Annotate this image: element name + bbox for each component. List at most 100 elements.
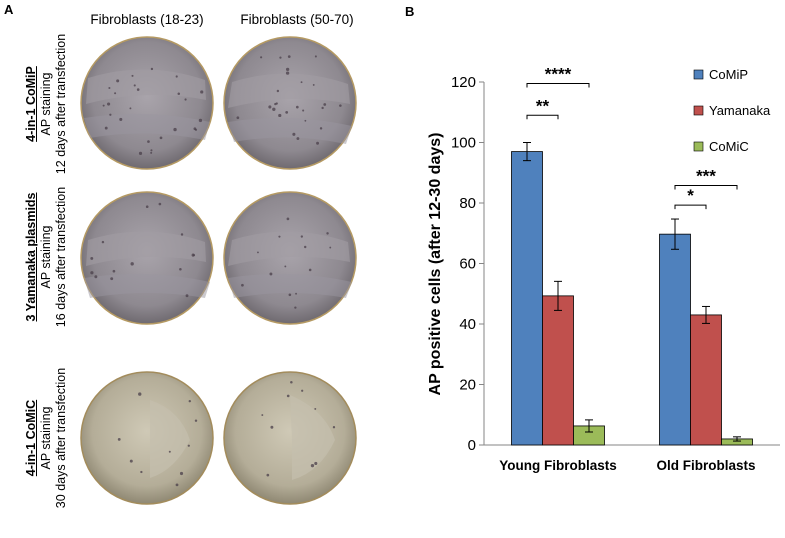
dish-yamanaka-old [223,191,357,325]
significance-label: ** [536,96,550,115]
colony-speckle [339,104,342,107]
colony-speckle [184,98,187,101]
colony-speckle [286,394,290,398]
colony-speckle [150,151,153,154]
colony-speckle [185,294,189,298]
colony-speckle [257,251,259,254]
colony-speckle [129,107,132,110]
colony-speckle [90,271,94,275]
y-axis-label: AP positive cells (after 12-30 days) [427,133,444,396]
colony-speckle [300,81,303,84]
colony-speckle [314,55,317,58]
column-header-old: Fibroblasts (50-70) [240,12,354,27]
legend-swatch [693,105,704,116]
colony-speckle [114,92,117,95]
colony-speckle [187,444,190,447]
x-category-label: Old Fibroblasts [656,458,755,473]
colony-speckle [292,132,296,136]
colony-speckle [285,71,290,75]
colony-speckle [304,119,307,122]
colony-speckle [175,483,179,487]
colony-speckle [200,90,204,94]
colony-speckle [150,149,153,152]
colony-speckle [159,136,163,140]
colony-speckle [173,127,177,132]
legend-label: Yamanaka [709,103,771,118]
panel-a-letter: A [4,2,14,17]
colony-speckle [241,283,244,287]
y-tick-label: 80 [459,195,476,212]
colony-speckle [326,232,329,235]
legend-label: CoMiC [709,139,749,154]
colony-speckle [117,437,121,441]
legend-swatch [693,141,704,152]
colony-speckle [266,473,270,477]
colony-speckle [119,117,123,121]
colony-speckle [236,116,240,120]
colony-speckle [147,140,150,143]
y-tick-label: 0 [468,437,476,454]
bar-yamanaka [690,314,722,446]
colony-speckle [198,118,203,123]
colony-speckle [272,107,276,111]
colony-speckle [295,292,297,295]
colony-speckle [276,89,280,93]
colony-speckle [101,240,105,244]
colony-speckle [194,419,198,422]
colony-speckle [274,102,277,106]
colony-speckle [179,267,182,271]
colony-speckle [150,67,154,71]
legend: CoMiP Yamanaka CoMiC [693,67,771,154]
ap-colony-speckles [90,55,342,487]
colony-speckle [286,217,290,221]
colony-speckle [90,256,94,260]
legend-swatch [693,69,704,80]
colony-speckle [308,268,312,272]
colony-speckle [138,151,143,155]
colony-speckle [108,86,111,90]
colony-speckle [323,103,327,106]
dish-comic-old [223,371,357,505]
colony-speckle [107,102,111,106]
colony-speckle [278,235,281,238]
colony-speckle [290,380,293,384]
colony-speckle [301,389,304,392]
colony-speckle [284,265,287,268]
dish-comip-young [80,36,214,170]
plot-area: 0 20 40 60 80 100 120 Young Fibroblasts Old Fibr… [451,65,780,473]
colony-speckle [296,137,300,140]
colony-speckle [177,92,181,96]
significance-bracket [674,184,738,190]
colony-speckle [314,407,317,410]
colony-speckle [319,127,323,130]
colony-speckle [314,461,318,465]
colony-speckle [288,293,292,297]
significance-label: *** [696,166,716,185]
colony-speckle [180,233,184,236]
colony-speckle [261,414,264,417]
significance-bracket [674,204,707,210]
colony-speckle [116,79,120,83]
colony-speckle [192,254,196,257]
colony-speckle [270,425,274,429]
colony-speckle [329,246,332,249]
petri-dish-grid [80,36,357,505]
colony-speckle [175,75,178,78]
y-tick-label: 40 [459,316,476,333]
dish-comic-young [80,371,214,505]
colony-speckle [285,67,290,72]
colony-speckle [310,464,315,468]
significance-label: **** [545,65,572,84]
ap-bar-chart: B AP positive cells (after 12-30 days) 0… [405,4,780,473]
colony-speckle [321,106,324,110]
colony-speckle [158,202,162,206]
legend-label: CoMiP [709,67,748,82]
colony-speckle [168,450,171,453]
colony-speckle [194,128,198,131]
colony-speckle [109,113,112,116]
colony-speckle [294,306,297,309]
bar-yamanaka [542,295,574,446]
column-header-young: Fibroblasts (18-23) [90,12,204,27]
colony-speckle [285,111,289,114]
colony-speckle [102,104,105,107]
